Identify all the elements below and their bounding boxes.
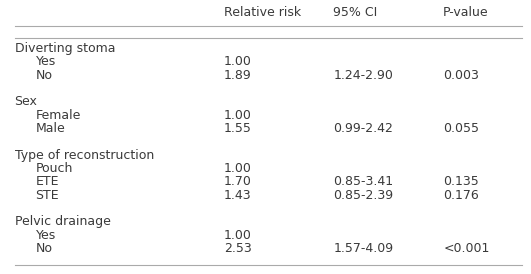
Text: 0.85-2.39: 0.85-2.39 bbox=[333, 189, 393, 202]
Text: 1.00: 1.00 bbox=[224, 55, 252, 68]
Text: 1.55: 1.55 bbox=[224, 122, 252, 135]
Text: 1.70: 1.70 bbox=[224, 175, 252, 188]
Text: 2.53: 2.53 bbox=[224, 242, 252, 255]
Text: <0.001: <0.001 bbox=[443, 242, 490, 255]
Text: ETE: ETE bbox=[36, 175, 59, 188]
Text: Pelvic drainage: Pelvic drainage bbox=[15, 215, 110, 229]
Text: 1.00: 1.00 bbox=[224, 109, 252, 122]
Text: 1.24-2.90: 1.24-2.90 bbox=[333, 68, 393, 82]
Text: P-value: P-value bbox=[443, 7, 489, 19]
Text: Male: Male bbox=[36, 122, 65, 135]
Text: 0.055: 0.055 bbox=[443, 122, 479, 135]
Text: No: No bbox=[36, 242, 53, 255]
Text: 1.57-4.09: 1.57-4.09 bbox=[333, 242, 393, 255]
Text: 1.89: 1.89 bbox=[224, 68, 252, 82]
Text: Sex: Sex bbox=[15, 95, 38, 108]
Text: 0.85-3.41: 0.85-3.41 bbox=[333, 175, 393, 188]
Text: 0.176: 0.176 bbox=[443, 189, 479, 202]
Text: Relative risk: Relative risk bbox=[224, 7, 301, 19]
Text: Yes: Yes bbox=[36, 229, 56, 242]
Text: Diverting stoma: Diverting stoma bbox=[15, 42, 115, 55]
Text: 0.99-2.42: 0.99-2.42 bbox=[333, 122, 393, 135]
Text: Yes: Yes bbox=[36, 55, 56, 68]
Text: 1.43: 1.43 bbox=[224, 189, 251, 202]
Text: 95% CI: 95% CI bbox=[333, 7, 378, 19]
Text: No: No bbox=[36, 68, 53, 82]
Text: STE: STE bbox=[36, 189, 59, 202]
Text: Type of reconstruction: Type of reconstruction bbox=[15, 149, 154, 162]
Text: Pouch: Pouch bbox=[36, 162, 73, 175]
Text: 1.00: 1.00 bbox=[224, 229, 252, 242]
Text: Female: Female bbox=[36, 109, 81, 122]
Text: 1.00: 1.00 bbox=[224, 162, 252, 175]
Text: 0.003: 0.003 bbox=[443, 68, 479, 82]
Text: 0.135: 0.135 bbox=[443, 175, 479, 188]
